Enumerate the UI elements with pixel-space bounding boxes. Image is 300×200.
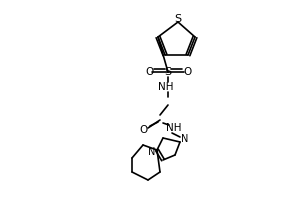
Text: NH: NH bbox=[166, 123, 182, 133]
Text: O: O bbox=[183, 67, 191, 77]
Text: O: O bbox=[140, 125, 148, 135]
Text: O: O bbox=[145, 67, 153, 77]
Text: S: S bbox=[164, 67, 172, 77]
Text: NH: NH bbox=[158, 82, 174, 92]
Text: N: N bbox=[148, 147, 156, 157]
Text: S: S bbox=[174, 14, 182, 24]
Text: N: N bbox=[181, 134, 189, 144]
